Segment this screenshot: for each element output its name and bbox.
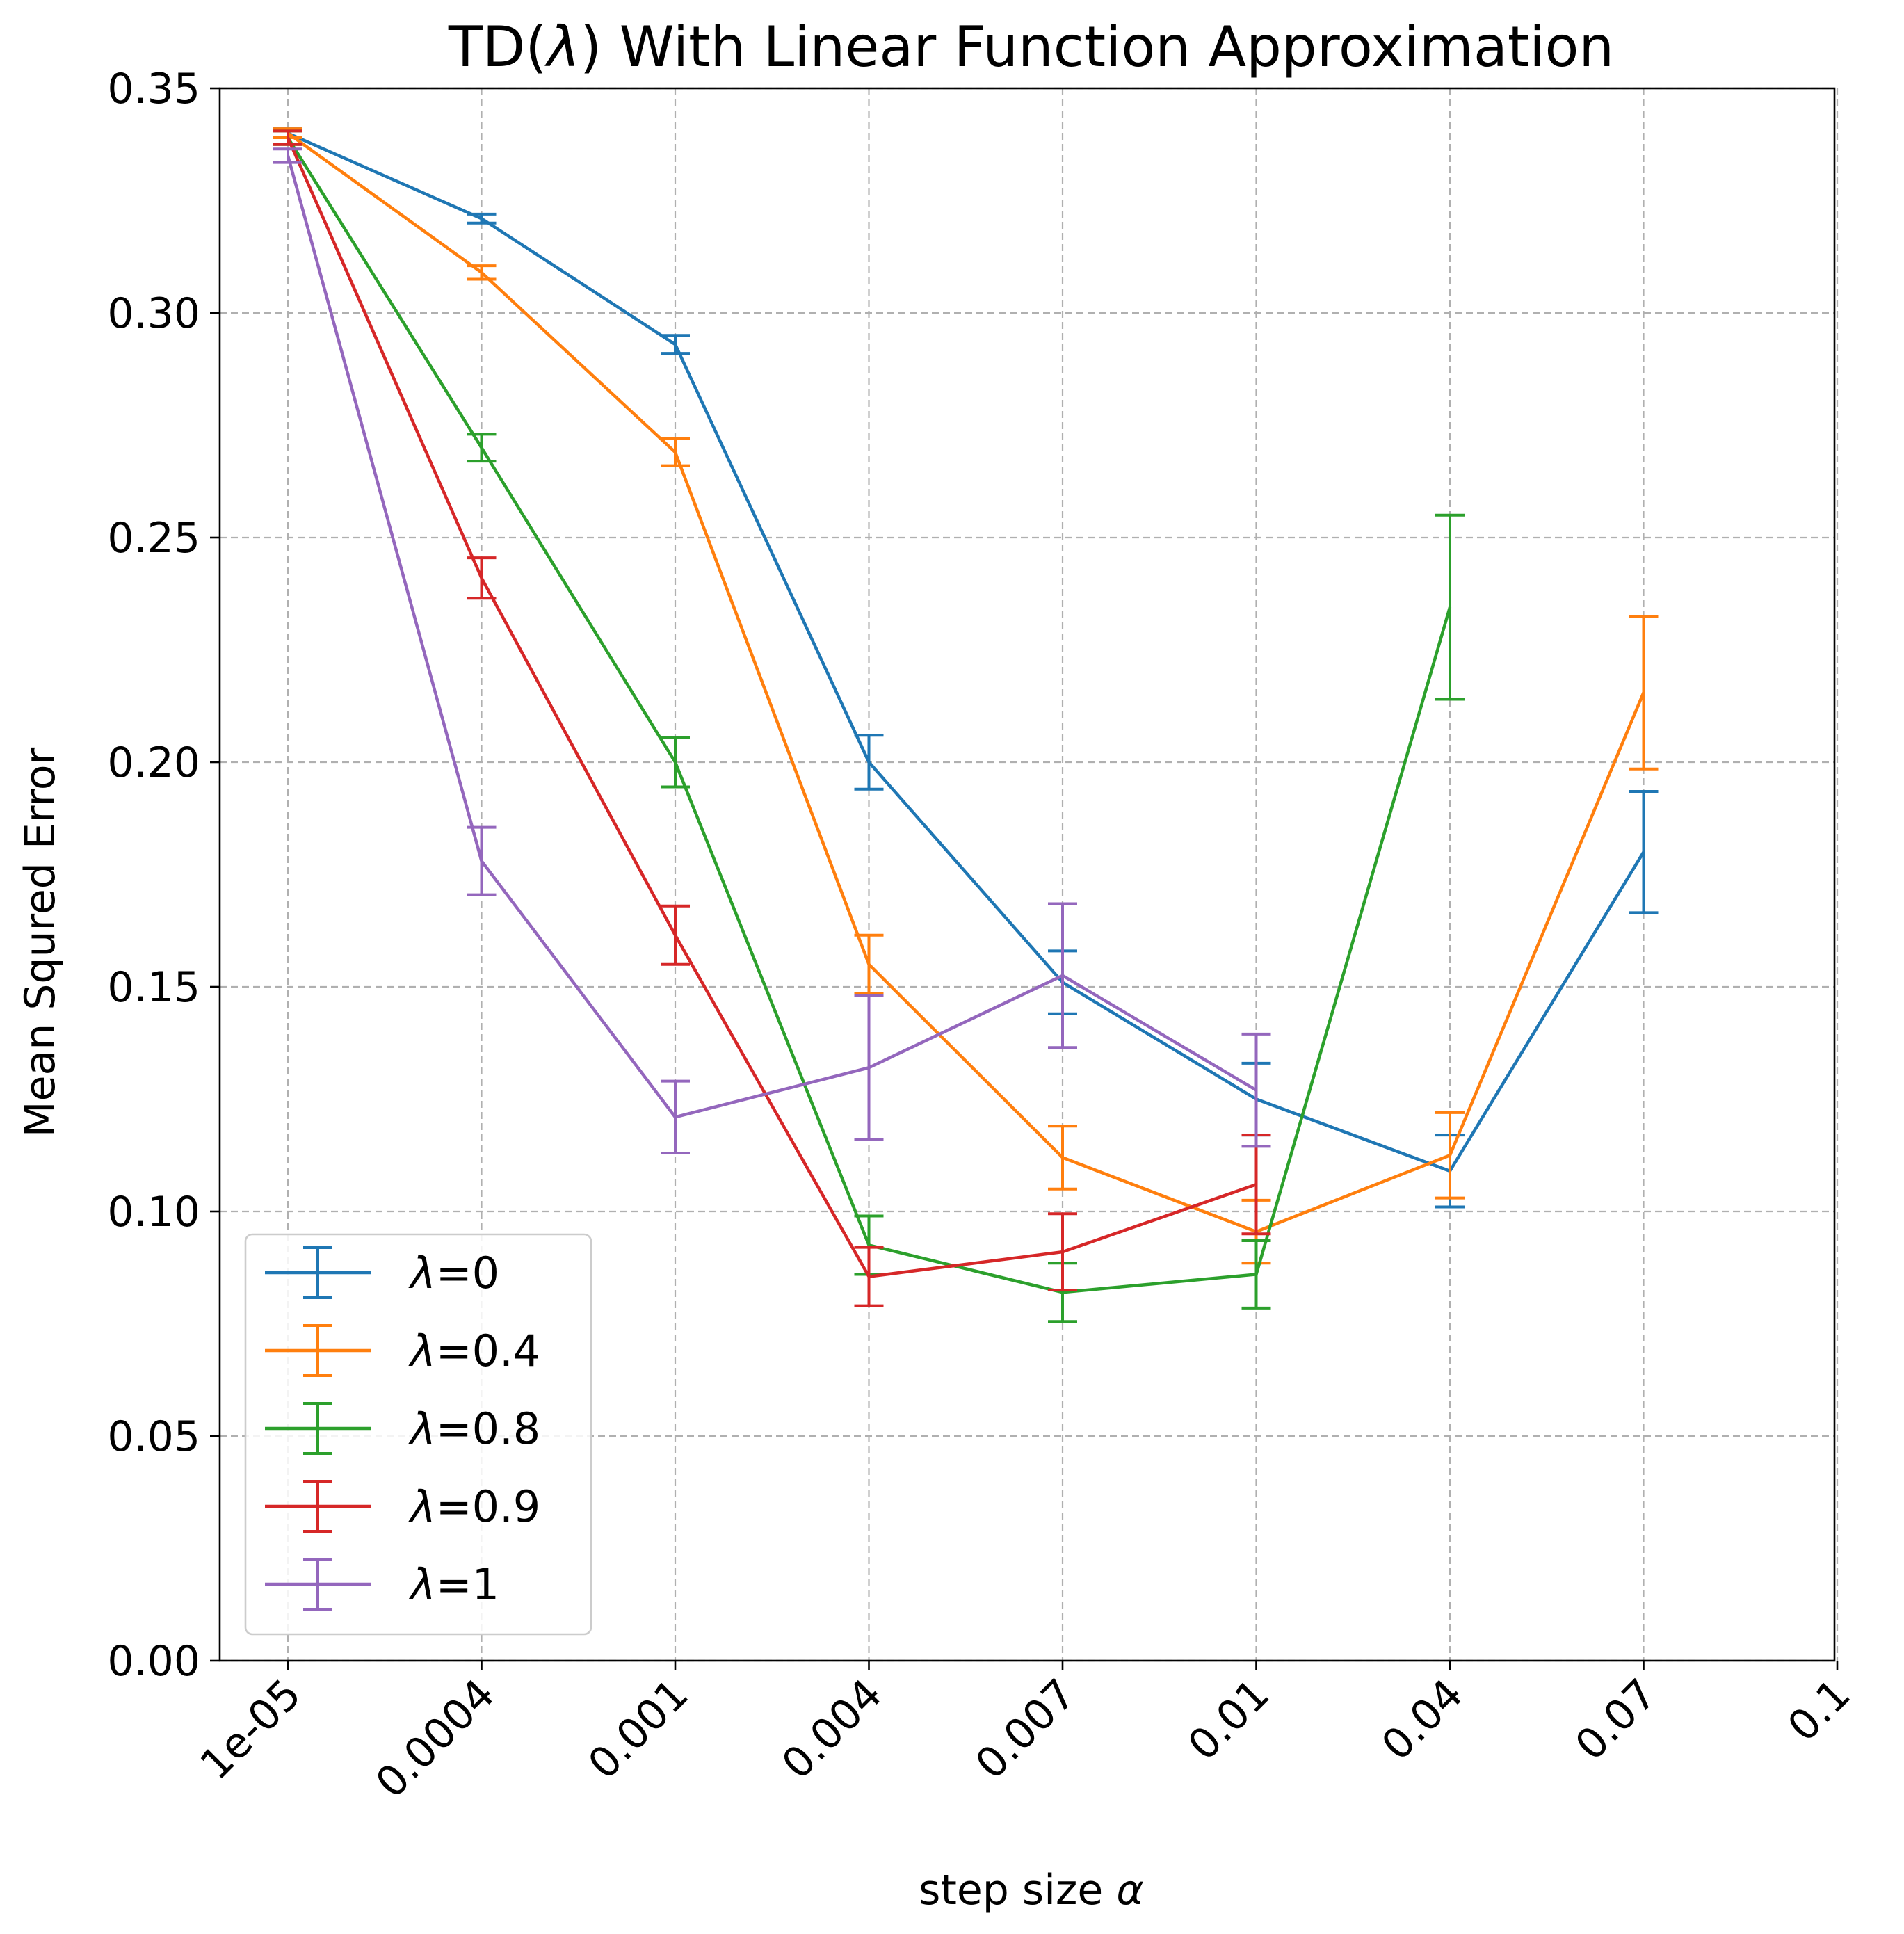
legend-label: λ=0.9	[408, 1481, 540, 1532]
legend-item: λ=0	[265, 1246, 499, 1299]
x-tick-label: 0.004	[773, 1670, 892, 1789]
y-tick-label: 0.10	[107, 1188, 200, 1236]
legend-item: λ=0.4	[265, 1324, 540, 1377]
legend-label: λ=1	[408, 1559, 499, 1610]
y-tick-label: 0.30	[107, 289, 200, 338]
y-tick-label: 0.15	[107, 963, 200, 1012]
x-axis-label: step size α	[919, 1866, 1144, 1915]
series-layer	[273, 127, 1659, 1323]
legend-item: λ=1	[265, 1558, 499, 1611]
series-3	[273, 129, 1271, 1307]
chart-title: TD(λ) With Linear Function Approximation	[448, 15, 1614, 79]
legend-box	[244, 1233, 592, 1636]
plot-frame	[218, 87, 1836, 1662]
legend-item: λ=0.9	[265, 1480, 540, 1533]
series-line	[286, 155, 1257, 1119]
x-tick-label: 0.0004	[366, 1670, 504, 1807]
x-tick-label: 0.07	[1566, 1670, 1666, 1770]
x-tick-label: 0.1	[1779, 1670, 1860, 1751]
x-tick-label: 1e-05	[191, 1670, 311, 1789]
legend: λ=0 λ=0.4 λ=0.8 λ=0.9 λ=1	[244, 1233, 592, 1636]
y-tick-label: 0.25	[107, 514, 200, 563]
legend-label: λ=0.8	[408, 1403, 540, 1454]
y-tick-label: 0.05	[107, 1412, 200, 1461]
series-line	[287, 131, 1645, 1173]
x-tick-label: 0.001	[579, 1670, 698, 1789]
series-1	[273, 127, 1659, 1265]
series-4	[273, 147, 1271, 1155]
series-line	[287, 136, 1452, 1294]
series-line	[286, 137, 1257, 1278]
y-tick-label: 0.20	[107, 739, 200, 787]
x-tick-label: 0.01	[1179, 1670, 1279, 1770]
legend-label: λ=0	[408, 1248, 499, 1298]
x-tick-label: 0.007	[967, 1670, 1086, 1789]
legend-label: λ=0.4	[408, 1325, 540, 1376]
y-tick-label: 0.35	[107, 65, 200, 113]
y-tick-label: 0.00	[107, 1637, 200, 1686]
x-tick-label: 0.04	[1373, 1670, 1473, 1770]
y-axis-label: Mean Squred Error	[16, 747, 65, 1137]
legend-item: λ=0.8	[265, 1402, 540, 1455]
series-line	[287, 131, 1645, 1234]
